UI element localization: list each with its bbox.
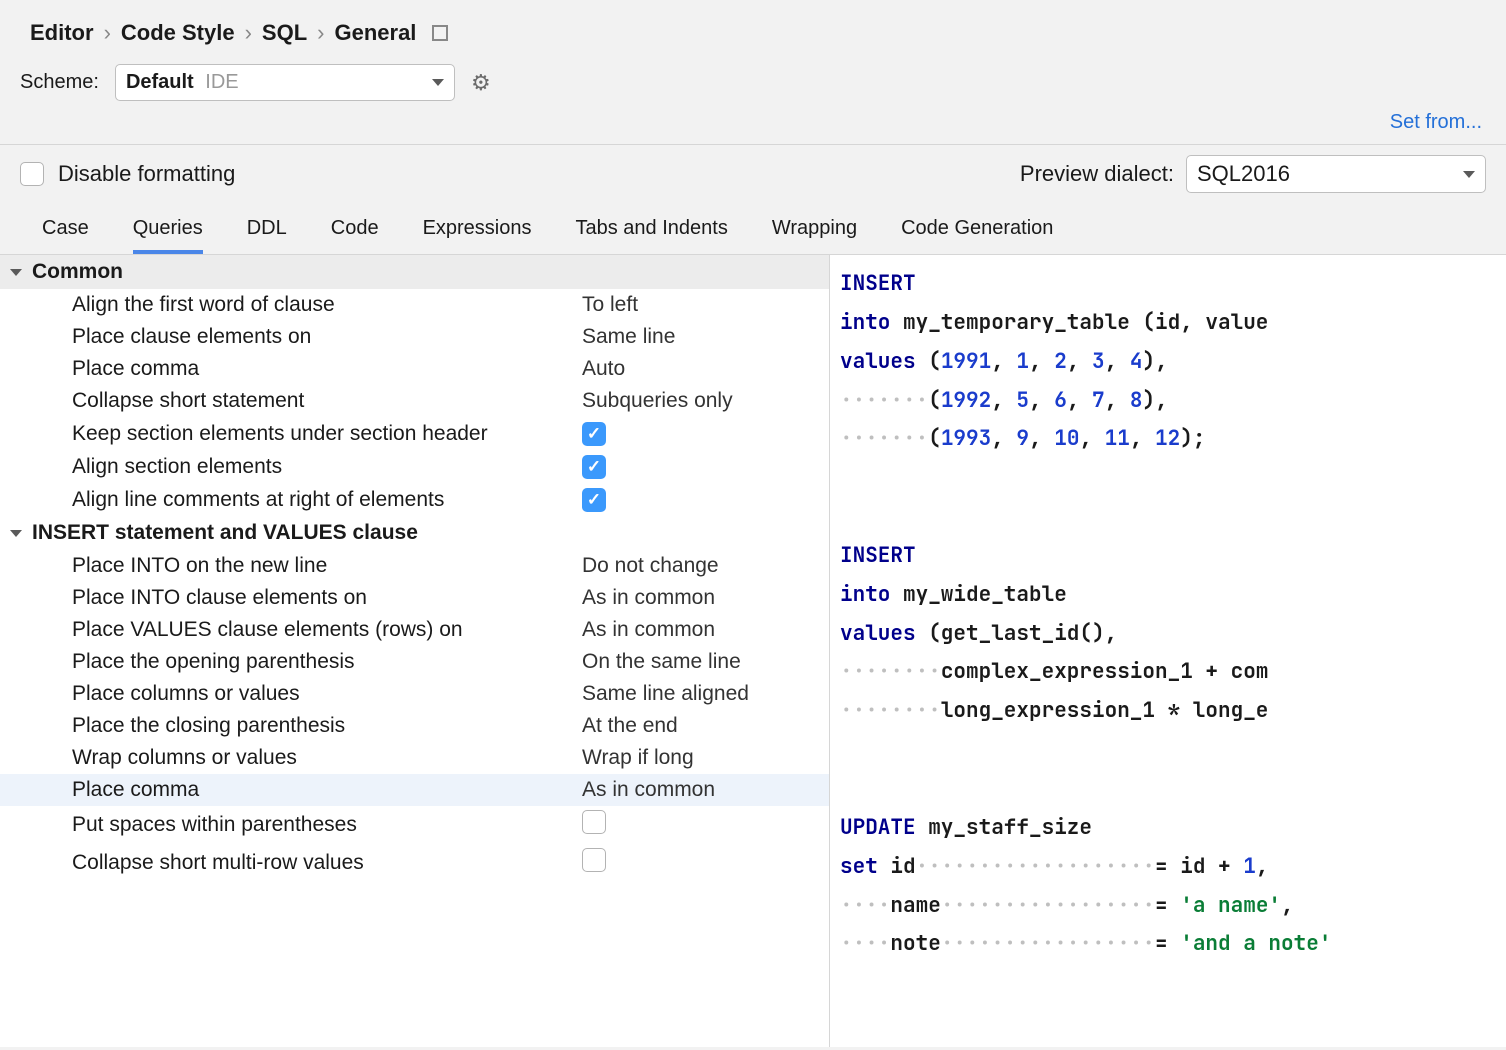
setting-checkbox[interactable]	[582, 488, 606, 512]
show-in-window-icon[interactable]	[432, 25, 448, 41]
chevron-down-icon	[10, 269, 22, 276]
setting-row[interactable]: Place INTO clause elements onAs in commo…	[0, 582, 829, 614]
scheme-name: Default	[126, 71, 194, 93]
tab-expressions[interactable]: Expressions	[423, 217, 532, 254]
setting-value	[582, 454, 606, 479]
tab-code[interactable]: Code	[331, 217, 379, 254]
setting-row[interactable]: Place clause elements onSame line	[0, 321, 829, 353]
setting-label: Align line comments at right of elements	[72, 488, 582, 512]
tabs: Case Queries DDL Code Expressions Tabs and In…	[0, 207, 1506, 255]
tab-case[interactable]: Case	[42, 217, 89, 254]
disable-formatting-label: Disable formatting	[58, 161, 235, 187]
setting-row[interactable]: Align section elements	[0, 450, 829, 483]
settings-pane: Common Align the first word of clauseTo l…	[0, 255, 830, 1047]
setting-label: Align section elements	[72, 455, 582, 479]
setting-value	[582, 487, 606, 512]
setting-row[interactable]: Place VALUES clause elements (rows) onAs…	[0, 614, 829, 646]
setting-value	[582, 421, 606, 446]
setting-value[interactable]: Same line	[582, 325, 675, 349]
setting-value[interactable]: Auto	[582, 357, 625, 381]
section-header[interactable]: INSERT statement and VALUES clause	[0, 516, 829, 550]
section-title: INSERT statement and VALUES clause	[32, 521, 418, 545]
preview-dialect-select[interactable]: SQL2016	[1186, 155, 1486, 193]
setting-label: Place VALUES clause elements (rows) on	[72, 618, 582, 642]
setting-label: Place INTO clause elements on	[72, 586, 582, 610]
setting-checkbox[interactable]	[582, 455, 606, 479]
preview-dialect-value: SQL2016	[1197, 161, 1290, 187]
setting-value[interactable]: On the same line	[582, 650, 741, 674]
setting-value	[582, 848, 606, 878]
code-preview: INSERTinto my_temporary_table (id, value…	[830, 255, 1506, 1047]
scheme-row: Scheme: Default IDE ⚙	[0, 58, 1506, 111]
setting-label: Collapse short statement	[72, 389, 582, 413]
scheme-tag: IDE	[205, 71, 238, 93]
breadcrumb-sep: ›	[245, 20, 252, 46]
setting-label: Wrap columns or values	[72, 746, 582, 770]
breadcrumb-sep: ›	[317, 20, 324, 46]
options-row: Disable formatting Preview dialect: SQL2…	[0, 144, 1506, 207]
scheme-label: Scheme:	[20, 71, 99, 94]
chevron-down-icon	[10, 530, 22, 537]
setting-row[interactable]: Place commaAs in common	[0, 774, 829, 806]
section-header[interactable]: Common	[0, 255, 829, 289]
tab-tabs-and-indents[interactable]: Tabs and Indents	[576, 217, 728, 254]
setting-label: Place columns or values	[72, 682, 582, 706]
chevron-down-icon	[1463, 171, 1475, 178]
tab-code-generation[interactable]: Code Generation	[901, 217, 1053, 254]
setting-checkbox[interactable]	[582, 848, 606, 872]
gear-icon[interactable]: ⚙	[471, 70, 491, 96]
breadcrumb-sep: ›	[104, 20, 111, 46]
setting-row[interactable]: Collapse short statementSubqueries only	[0, 385, 829, 417]
setting-row[interactable]: Put spaces within parentheses	[0, 806, 829, 844]
setting-row[interactable]: Place commaAuto	[0, 353, 829, 385]
breadcrumb-item[interactable]: SQL	[262, 20, 307, 46]
setting-label: Align the first word of clause	[72, 293, 582, 317]
setting-checkbox[interactable]	[582, 422, 606, 446]
breadcrumb-item[interactable]: Code Style	[121, 20, 235, 46]
disable-formatting-checkbox[interactable]	[20, 162, 44, 186]
setting-value[interactable]: Wrap if long	[582, 746, 694, 770]
setting-label: Place comma	[72, 357, 582, 381]
setting-row[interactable]: Keep section elements under section head…	[0, 417, 829, 450]
setting-row[interactable]: Collapse short multi-row values	[0, 844, 829, 882]
setting-row[interactable]: Place columns or valuesSame line aligned	[0, 678, 829, 710]
section-title: Common	[32, 260, 123, 284]
setting-row[interactable]: Place the closing parenthesisAt the end	[0, 710, 829, 742]
setting-row[interactable]: Align line comments at right of elements	[0, 483, 829, 516]
setting-value[interactable]: Do not change	[582, 554, 719, 578]
setting-value[interactable]: Same line aligned	[582, 682, 749, 706]
tab-queries[interactable]: Queries	[133, 217, 203, 254]
breadcrumb-item[interactable]: Editor	[30, 20, 94, 46]
setting-row[interactable]: Place INTO on the new lineDo not change	[0, 550, 829, 582]
setting-label: Place clause elements on	[72, 325, 582, 349]
setting-label: Place the closing parenthesis	[72, 714, 582, 738]
setting-value[interactable]: As in common	[582, 778, 715, 802]
setting-value[interactable]: Subqueries only	[582, 389, 733, 413]
breadcrumb-item[interactable]: General	[334, 20, 416, 46]
scheme-select[interactable]: Default IDE	[115, 64, 455, 101]
preview-dialect-label: Preview dialect:	[1020, 161, 1174, 187]
setting-row[interactable]: Place the opening parenthesisOn the same…	[0, 646, 829, 678]
setting-value[interactable]: At the end	[582, 714, 678, 738]
tab-ddl[interactable]: DDL	[247, 217, 287, 254]
chevron-down-icon	[432, 79, 444, 86]
setting-label: Keep section elements under section head…	[72, 422, 582, 446]
setting-value	[582, 810, 606, 840]
tab-wrapping[interactable]: Wrapping	[772, 217, 857, 254]
setting-label: Place the opening parenthesis	[72, 650, 582, 674]
setting-value[interactable]: As in common	[582, 618, 715, 642]
setting-label: Put spaces within parentheses	[72, 813, 582, 837]
breadcrumb: Editor › Code Style › SQL › General	[0, 0, 1506, 58]
setting-value[interactable]: To left	[582, 293, 638, 317]
setting-value[interactable]: As in common	[582, 586, 715, 610]
set-from-link[interactable]: Set from...	[1390, 111, 1482, 133]
setting-label: Place INTO on the new line	[72, 554, 582, 578]
setting-label: Place comma	[72, 778, 582, 802]
setting-row[interactable]: Wrap columns or valuesWrap if long	[0, 742, 829, 774]
setting-label: Collapse short multi-row values	[72, 851, 582, 875]
setting-row[interactable]: Align the first word of clauseTo left	[0, 289, 829, 321]
setting-checkbox[interactable]	[582, 810, 606, 834]
